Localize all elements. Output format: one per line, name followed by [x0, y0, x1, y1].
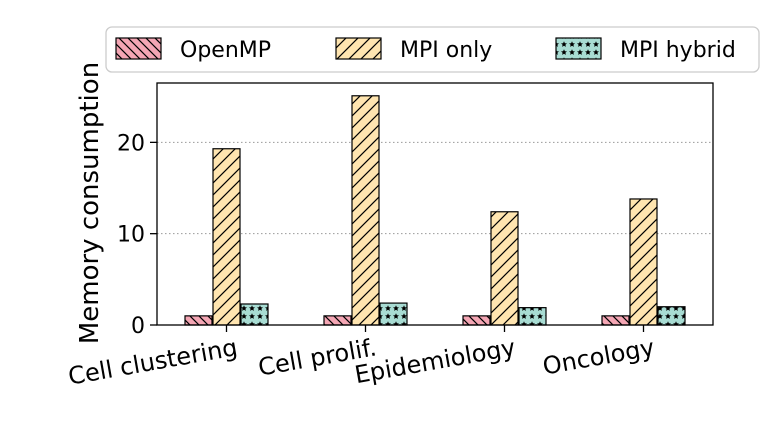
bar-mpi-hybrid — [240, 303, 269, 326]
bars-layer — [184, 95, 686, 326]
bar-mpi-only — [351, 95, 380, 326]
bar-mpi-hybrid — [379, 302, 408, 326]
legend: OpenMP MPI only MPI hybrid — [105, 26, 760, 73]
y-tick-label: 10 — [117, 223, 145, 248]
y-axis-label: Memory consumption — [75, 62, 105, 344]
legend-swatch — [115, 37, 162, 60]
bar-mpi-hybrid — [657, 306, 686, 326]
legend-swatch — [335, 37, 382, 60]
y-axis: 0 10 20 — [117, 131, 157, 339]
bar-openmp — [601, 315, 630, 326]
bar-mpi-only — [212, 148, 241, 326]
legend-label: OpenMP — [180, 38, 271, 63]
bar-mpi-only — [629, 198, 658, 326]
grid-layer — [157, 141, 713, 235]
bar-mpi-hybrid — [518, 307, 547, 326]
y-tick-label: 20 — [117, 131, 145, 156]
legend-label: MPI only — [400, 38, 492, 63]
bar-openmp — [184, 315, 213, 326]
y-tick-label: 0 — [131, 314, 145, 339]
bar-openmp — [462, 315, 491, 326]
legend-swatch — [555, 37, 602, 60]
bar-openmp — [323, 315, 352, 326]
x-tick-label: Oncology — [541, 333, 657, 380]
x-axis: Cell clustering Cell prolif.Epidemiology O… — [66, 325, 657, 391]
plot-frame — [156, 82, 714, 326]
legend-label: MPI hybrid — [620, 38, 736, 63]
bar-mpi-only — [490, 211, 519, 326]
x-tick-label: Epidemiology — [353, 333, 518, 389]
